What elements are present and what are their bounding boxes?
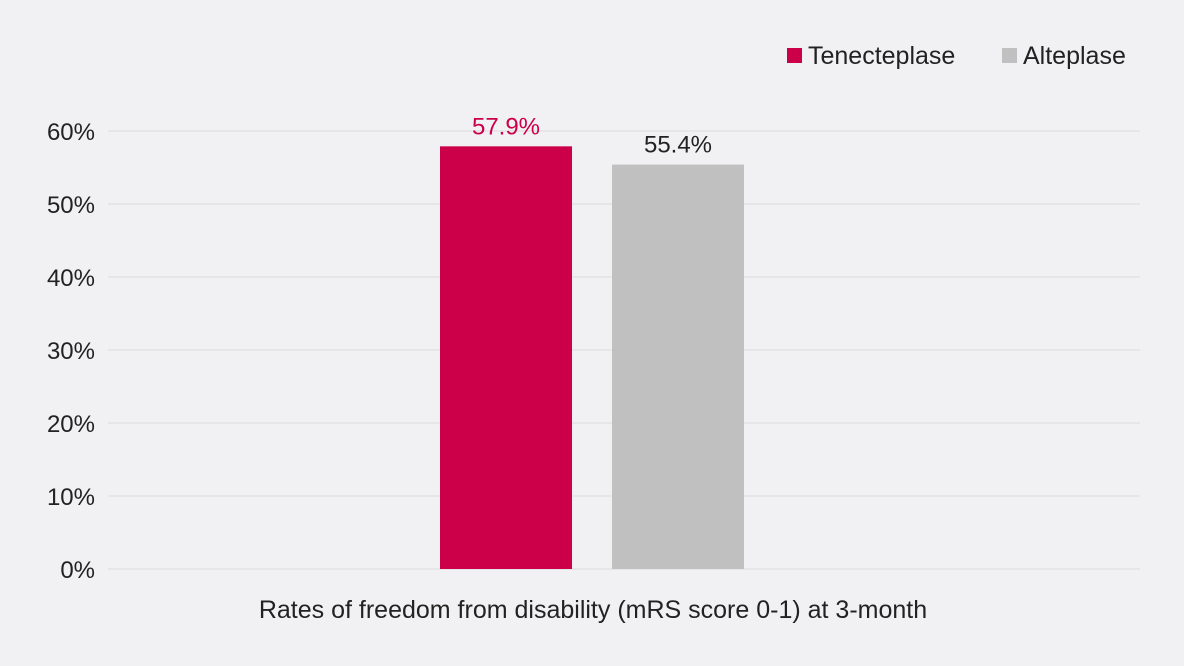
legend-swatch-tenecteplase <box>787 48 802 63</box>
y-tick-label: 10% <box>47 484 95 511</box>
data-label-alteplase: 55.4% <box>644 132 712 159</box>
y-axis-ticks: 0% 10% 20% 30% 40% 50% 60% <box>47 119 95 584</box>
bars <box>440 146 744 569</box>
y-tick-label: 50% <box>47 192 95 219</box>
y-tick-label: 20% <box>47 411 95 438</box>
bar-tenecteplase <box>440 146 572 569</box>
y-tick-label: 60% <box>47 119 95 146</box>
x-axis-label: Rates of freedom from disability (mRS sc… <box>259 596 927 624</box>
legend-label-alteplase: Alteplase <box>1023 42 1126 70</box>
y-tick-label: 30% <box>47 338 95 365</box>
legend-swatch-alteplase <box>1002 48 1017 63</box>
legend: Tenecteplase Alteplase <box>787 42 1126 70</box>
data-labels: 57.9% 55.4% <box>472 113 712 158</box>
legend-label-tenecteplase: Tenecteplase <box>808 42 955 70</box>
y-tick-label: 0% <box>60 557 95 584</box>
data-label-tenecteplase: 57.9% <box>472 113 540 140</box>
bar-alteplase <box>612 164 744 569</box>
y-tick-label: 40% <box>47 265 95 292</box>
